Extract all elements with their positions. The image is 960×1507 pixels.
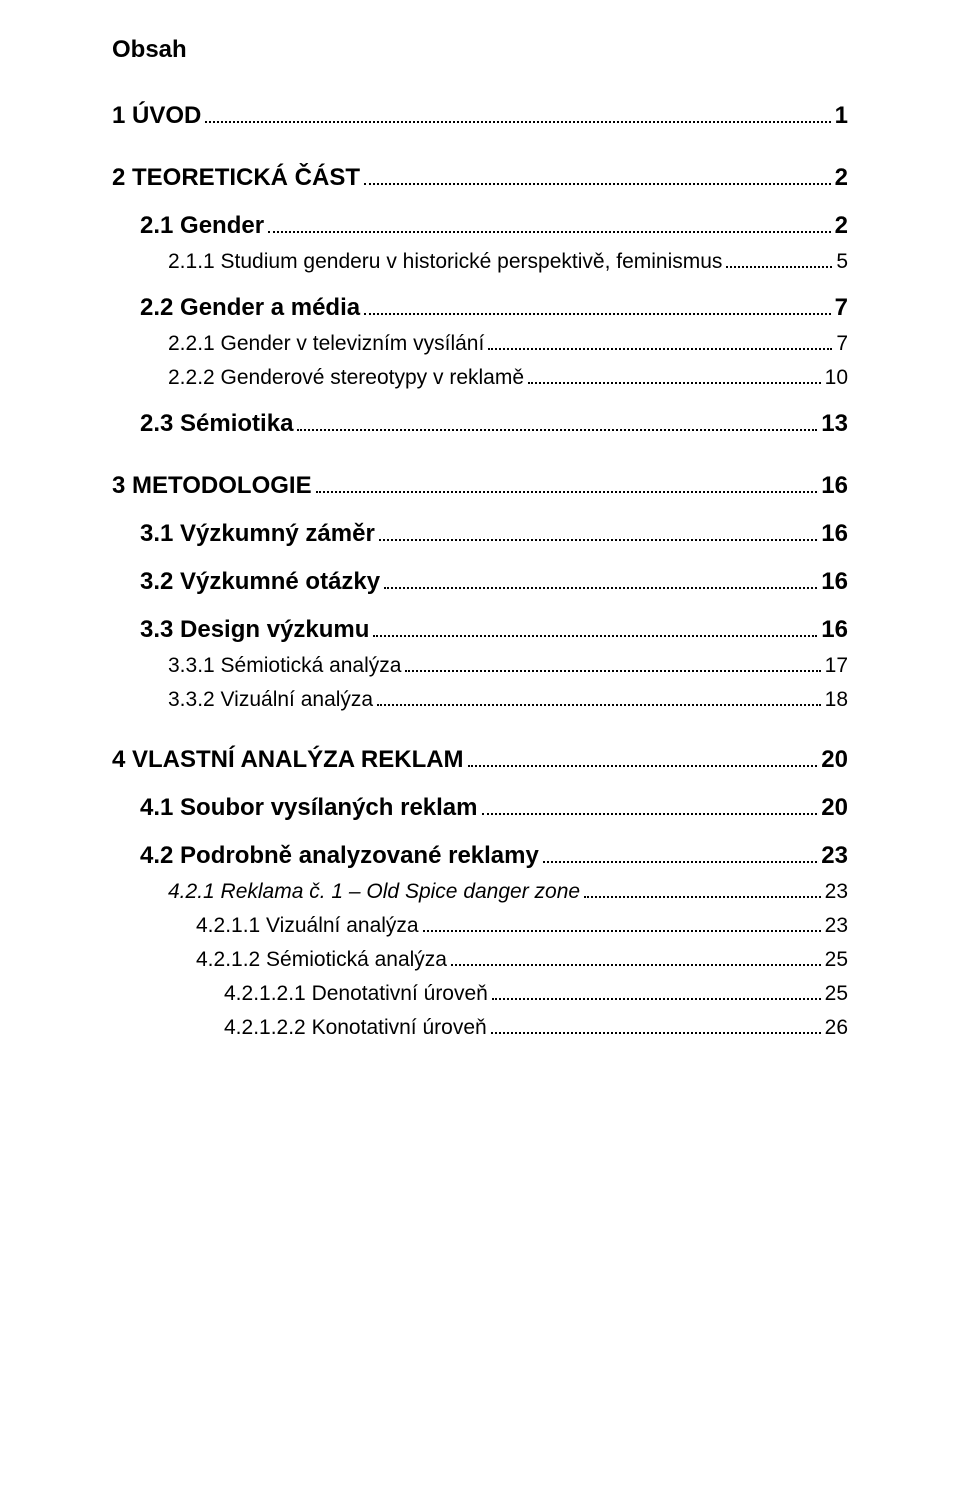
toc-entry: 3.3.2 Vizuální analýza 18 bbox=[112, 688, 848, 712]
toc-entry-label: 1 ÚVOD bbox=[112, 102, 201, 130]
toc-entry-label: 4.2.1.2 Sémiotická analýza bbox=[196, 948, 447, 972]
toc-entry-label: 3.3 Design výzkumu bbox=[140, 616, 369, 644]
toc-leader-dots bbox=[364, 175, 831, 185]
toc-entry: 3 METODOLOGIE 16 bbox=[112, 472, 848, 500]
toc-entry: 3.3.1 Sémiotická analýza 17 bbox=[112, 654, 848, 678]
toc-entry-page: 23 bbox=[821, 842, 848, 870]
toc-entry-page: 23 bbox=[825, 880, 848, 904]
toc-entry-label: 4.2 Podrobně analyzované reklamy bbox=[140, 842, 539, 870]
toc-entry: 2.2.1 Gender v televizním vysílání 7 bbox=[112, 332, 848, 356]
toc-leader-dots bbox=[482, 805, 818, 815]
toc-entry: 4 VLASTNÍ ANALÝZA REKLAM 20 bbox=[112, 746, 848, 774]
toc-entry-label: 2 TEORETICKÁ ČÁST bbox=[112, 164, 360, 192]
toc-leader-dots bbox=[468, 757, 818, 767]
toc-entry-page: 16 bbox=[821, 472, 848, 500]
toc-entry-page: 1 bbox=[835, 102, 848, 130]
toc-entry: 4.2.1.2.1 Denotativní úroveň 25 bbox=[112, 982, 848, 1006]
toc-entry-page: 26 bbox=[825, 1016, 848, 1040]
toc-entry: 4.1 Soubor vysílaných reklam 20 bbox=[112, 794, 848, 822]
toc-leader-dots bbox=[316, 483, 818, 493]
toc-entry-page: 2 bbox=[835, 212, 848, 240]
toc-leader-dots bbox=[528, 374, 821, 384]
toc-leader-dots bbox=[205, 113, 830, 123]
toc-leader-dots bbox=[726, 258, 832, 268]
toc-entry-page: 25 bbox=[825, 982, 848, 1006]
toc-leader-dots bbox=[379, 531, 818, 541]
toc-entry-label: 4.2.1.2.1 Denotativní úroveň bbox=[224, 982, 488, 1006]
toc-leader-dots bbox=[584, 888, 821, 898]
toc-entry-label: 3.3.2 Vizuální analýza bbox=[168, 688, 373, 712]
toc-entry-page: 13 bbox=[821, 410, 848, 438]
document-title: Obsah bbox=[112, 36, 848, 64]
toc-entry: 3.3 Design výzkumu 16 bbox=[112, 616, 848, 644]
toc-entry: 4.2.1.1 Vizuální analýza 23 bbox=[112, 914, 848, 938]
toc-entry: 4.2.1 Reklama č. 1 – Old Spice danger zo… bbox=[112, 880, 848, 904]
toc-entry: 3.2 Výzkumné otázky 16 bbox=[112, 568, 848, 596]
toc-entry-page: 20 bbox=[821, 794, 848, 822]
toc-entry: 1 ÚVOD 1 bbox=[112, 102, 848, 130]
toc-entry-label: 3.2 Výzkumné otázky bbox=[140, 568, 380, 596]
toc-leader-dots bbox=[492, 990, 821, 1000]
toc-entry-page: 23 bbox=[825, 914, 848, 938]
toc-entry-page: 17 bbox=[825, 654, 848, 678]
toc-entry-page: 10 bbox=[825, 366, 848, 390]
toc-entry-page: 16 bbox=[821, 568, 848, 596]
toc-leader-dots bbox=[405, 662, 820, 672]
toc-entry-page: 2 bbox=[835, 164, 848, 192]
toc-leader-dots bbox=[268, 223, 831, 233]
toc-entry: 2.2.2 Genderové stereotypy v reklamě 10 bbox=[112, 366, 848, 390]
toc-entry-page: 16 bbox=[821, 616, 848, 644]
toc-entry-page: 25 bbox=[825, 948, 848, 972]
toc-entry: 2.1.1 Studium genderu v historické persp… bbox=[112, 250, 848, 274]
toc-leader-dots bbox=[373, 627, 817, 637]
toc-entry: 4.2 Podrobně analyzované reklamy 23 bbox=[112, 842, 848, 870]
toc-entry-label: 2.1.1 Studium genderu v historické persp… bbox=[168, 250, 722, 274]
table-of-contents: 1 ÚVOD 1 2 TEORETICKÁ ČÁST 2 2.1 Gender 2 2.1.… bbox=[112, 102, 848, 1040]
toc-leader-dots bbox=[384, 579, 817, 589]
toc-entry-label: 3 METODOLOGIE bbox=[112, 472, 312, 500]
toc-entry: 2.1 Gender 2 bbox=[112, 212, 848, 240]
toc-entry-label: 2.1 Gender bbox=[140, 212, 264, 240]
toc-leader-dots bbox=[364, 305, 831, 315]
toc-entry-label: 2.2.2 Genderové stereotypy v reklamě bbox=[168, 366, 524, 390]
toc-entry: 4.2.1.2 Sémiotická analýza 25 bbox=[112, 948, 848, 972]
toc-entry-label: 4.2.1.1 Vizuální analýza bbox=[196, 914, 419, 938]
toc-entry: 3.1 Výzkumný záměr 16 bbox=[112, 520, 848, 548]
toc-leader-dots bbox=[423, 922, 821, 932]
toc-entry-page: 7 bbox=[835, 294, 848, 322]
toc-entry: 4.2.1.2.2 Konotativní úroveň 26 bbox=[112, 1016, 848, 1040]
toc-entry: 2.2 Gender a média 7 bbox=[112, 294, 848, 322]
toc-entry-label: 4 VLASTNÍ ANALÝZA REKLAM bbox=[112, 746, 464, 774]
toc-entry-label: 2.3 Sémiotika bbox=[140, 410, 293, 438]
toc-entry-label: 4.2.1 Reklama č. 1 – Old Spice danger zo… bbox=[168, 880, 580, 904]
page: Obsah 1 ÚVOD12 TEORETICKÁ ČÁST22.1 Gende… bbox=[0, 0, 960, 1507]
toc-entry-label: 3.1 Výzkumný záměr bbox=[140, 520, 375, 548]
toc-entry-label: 2.2 Gender a média bbox=[140, 294, 360, 322]
toc-entry-label: 3.3.1 Sémiotická analýza bbox=[168, 654, 401, 678]
toc-leader-dots bbox=[491, 1024, 821, 1034]
toc-leader-dots bbox=[377, 696, 821, 706]
toc-entry-label: 2.2.1 Gender v televizním vysílání bbox=[168, 332, 484, 356]
toc-leader-dots bbox=[488, 340, 832, 350]
toc-entry-page: 20 bbox=[821, 746, 848, 774]
toc-entry-page: 5 bbox=[836, 250, 848, 274]
toc-entry-label: 4.1 Soubor vysílaných reklam bbox=[140, 794, 478, 822]
toc-entry-page: 18 bbox=[825, 688, 848, 712]
toc-entry: 2.3 Sémiotika 13 bbox=[112, 410, 848, 438]
toc-leader-dots bbox=[297, 421, 817, 431]
toc-leader-dots bbox=[543, 853, 817, 863]
toc-entry: 2 TEORETICKÁ ČÁST 2 bbox=[112, 164, 848, 192]
toc-entry-page: 7 bbox=[836, 332, 848, 356]
toc-entry-page: 16 bbox=[821, 520, 848, 548]
toc-leader-dots bbox=[451, 956, 821, 966]
toc-entry-label: 4.2.1.2.2 Konotativní úroveň bbox=[224, 1016, 487, 1040]
